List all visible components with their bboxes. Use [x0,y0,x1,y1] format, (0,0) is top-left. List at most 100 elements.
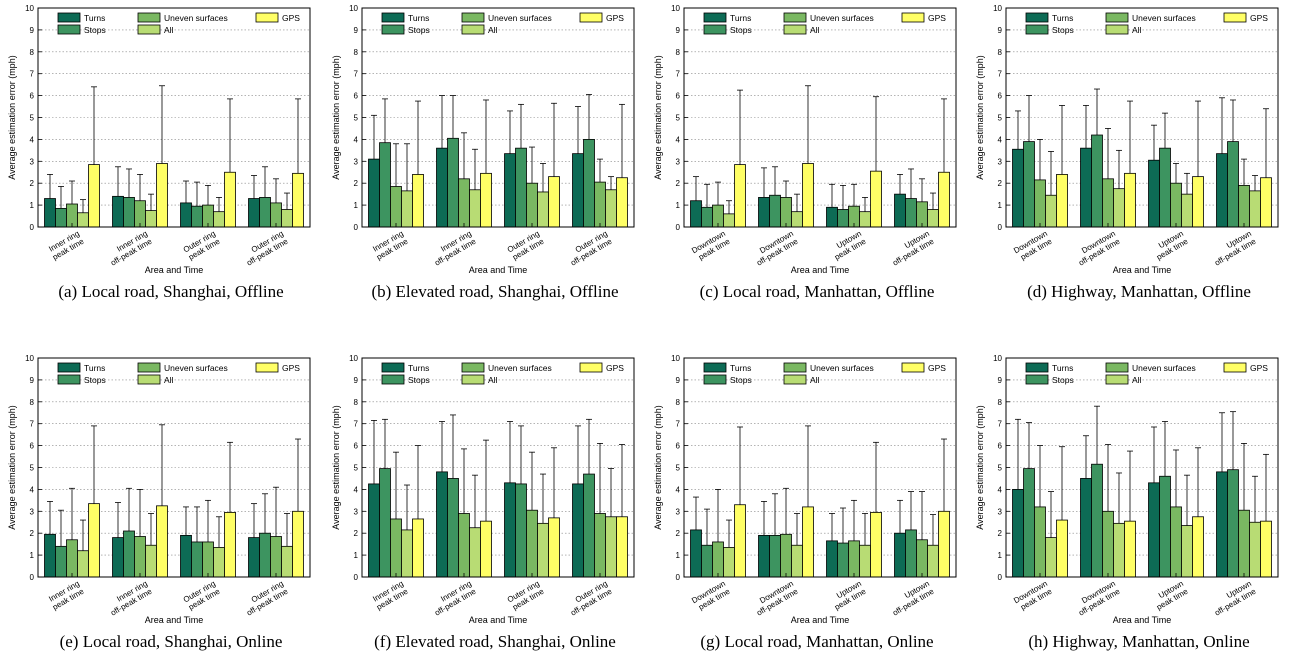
legend-label: Uneven surfaces [810,13,874,23]
legend-label: Uneven surfaces [1132,363,1196,373]
legend-swatch [381,24,405,35]
y-axis-label: Average estimation error (mph) [7,405,17,529]
bar [180,202,192,228]
bar [77,212,89,228]
legend-swatch [255,362,279,373]
legend: Turns Stops Uneven surfaces All GPS [1025,12,1268,35]
y-tick-label: 9 [30,26,35,35]
legend-item-turns: Turns [381,12,429,23]
legend-item-stops: Stops [1025,374,1074,385]
bar [1227,141,1239,228]
legend-label: Stops [1052,25,1074,35]
x-tick-label: Outer ringpeak time [182,229,222,263]
bar [938,510,950,578]
y-tick-label: 3 [998,157,1003,166]
bar [292,510,304,578]
bar [202,541,214,578]
bar [758,534,770,578]
x-tick-label: Inner ringoff-peak time [429,579,478,618]
x-axis-label: Area and Time [145,615,204,625]
y-tick-label: 10 [349,354,358,363]
y-tick-label: 3 [676,157,681,166]
bar [1056,174,1068,228]
y-tick-label: 8 [354,398,359,407]
bar [572,483,584,578]
bar [123,530,135,578]
bar [1238,509,1250,578]
legend-swatch [57,24,81,35]
bar [594,181,606,228]
bar [938,171,950,228]
legend: Turns Stops Uneven surfaces All GPS [381,362,624,385]
chart-panel-e: 0 1 2 3 4 5 6 7 8 9 10 Inner ringpeak time Inner rin… [7,354,311,651]
bar [1023,468,1035,578]
bar [723,547,735,578]
legend-item-all: All [461,24,498,35]
y-tick-label: 2 [676,529,681,538]
legend-label: GPS [282,13,300,23]
bar [88,164,100,228]
y-tick-label: 10 [671,354,680,363]
bar [480,172,492,228]
y-tick-label: 5 [998,464,1003,473]
bar [270,536,282,578]
y-tick-label: 1 [30,201,35,210]
bar [480,520,492,578]
y-tick-label: 4 [30,485,35,494]
bar [1012,488,1024,578]
bar [213,211,225,228]
bar [458,178,470,228]
bar [515,147,527,228]
legend-label: GPS [282,363,300,373]
x-tick-label: Uptownoff-peak time [1209,579,1258,618]
x-tick-label: Outer ringoff-peak time [565,229,614,268]
x-axis-label: Area and Time [469,265,528,275]
bar [368,158,380,228]
y-tick-label: 0 [354,223,359,232]
y-tick-label: 4 [354,485,359,494]
legend-label: Uneven surfaces [164,363,228,373]
legend-swatch [703,362,727,373]
caption: (e) Local road, Shanghai, Online [60,632,283,651]
y-tick-label: 2 [676,179,681,188]
bar [1034,179,1046,228]
bar [55,545,67,578]
y-tick-label: 5 [354,464,359,473]
x-tick-label: Inner ringoff-peak time [105,229,154,268]
bar [248,537,260,578]
chart-panel-a: 0 1 2 3 4 5 6 7 8 9 10 Inner ringpeak time Inner rin… [7,4,311,301]
bar [802,163,814,228]
bar [769,194,781,228]
legend-item-all: All [1105,24,1142,35]
y-tick-label: 1 [998,551,1003,560]
legend-swatch [1025,362,1049,373]
bar [145,210,157,228]
bar [837,209,849,228]
y-tick-label: 7 [354,420,359,429]
plot-frame [37,7,311,228]
legend-swatch [579,12,603,23]
legend: Turns Stops Uneven surfaces All GPS [703,362,946,385]
legend-swatch [703,24,727,35]
legend-label: All [164,375,174,385]
bar [701,206,713,228]
legend-label: GPS [928,13,946,23]
legend-label: All [810,375,820,385]
chart-panel-f: 0 1 2 3 4 5 6 7 8 9 10 Inner ringpeak time Inner rin… [331,354,635,651]
y-tick-label: 8 [676,48,681,57]
bar [690,200,702,228]
y-tick-label: 6 [676,92,681,101]
bar [916,539,928,578]
y-tick-label: 5 [676,464,681,473]
y-tick-label: 8 [30,48,35,57]
plot-frame [37,357,311,578]
x-tick-label: Outer ringoff-peak time [241,579,290,618]
y-tick-label: 4 [676,135,681,144]
legend-swatch [381,374,405,385]
bar [281,545,293,578]
legend-swatch [1105,24,1129,35]
y-tick-label: 6 [354,92,359,101]
bar [112,195,124,228]
bar [447,137,459,228]
y-axis-label: Average estimation error (mph) [653,405,663,529]
